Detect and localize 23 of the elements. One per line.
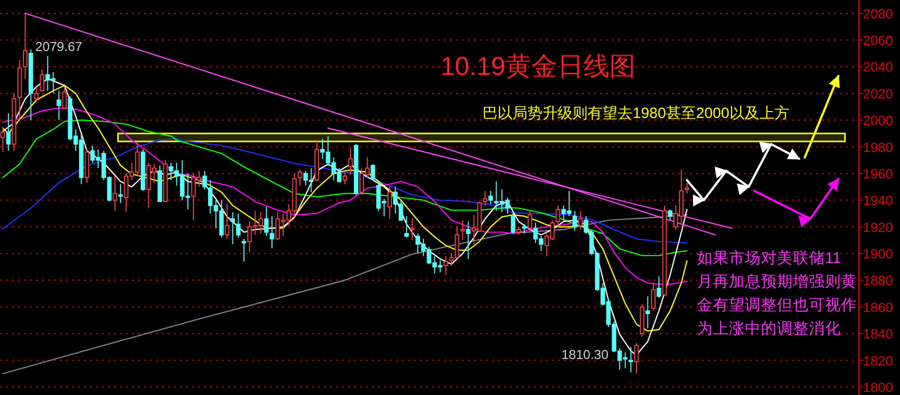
y-tick-label: 1820 [863, 353, 894, 368]
y-tick-label: 1800 [863, 380, 894, 395]
y-tick-label: 2060 [863, 33, 894, 48]
y-tick-label: 1900 [863, 246, 894, 262]
y-tick-label: 2020 [863, 86, 894, 102]
y-tick-label: 1840 [863, 326, 894, 342]
annotation: 巴以局势升级则有望去1980甚至2000以及上方 [482, 105, 790, 122]
annotation: 2079.67 [35, 38, 82, 54]
y-tick-label: 1860 [863, 300, 894, 315]
line-series [2, 138, 688, 244]
y-tick-label: 1980 [863, 140, 894, 155]
y-tick-label: 1940 [863, 193, 894, 208]
line-series [2, 120, 688, 256]
y-tick-label: 2000 [863, 113, 894, 128]
annotation: 1810.30 [561, 347, 608, 362]
y-tick-label: 1920 [863, 220, 894, 235]
y-tick-label: 1960 [863, 166, 894, 182]
text: 10.19黄金日线图 [440, 51, 636, 81]
y-tick-label: 2040 [863, 60, 894, 75]
y-tick-label: 2080 [863, 6, 894, 22]
y-tick-label: 1880 [863, 273, 894, 288]
line-series [2, 214, 688, 374]
annotation: 如果市场对美联储11月再加息预期增强则黄金有望调整但也可视作为上涨中的调整消化 [697, 249, 857, 338]
